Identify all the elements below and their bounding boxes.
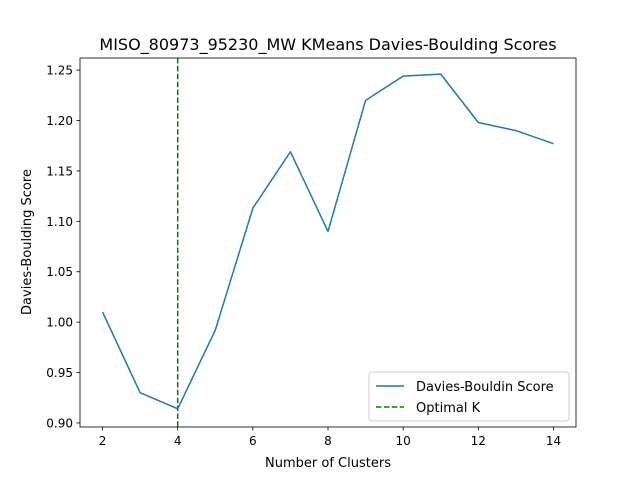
x-tick-label: 14 <box>546 434 561 448</box>
y-tick-label: 0.90 <box>46 416 73 430</box>
x-axis: 2 4 6 8 10 12 14 <box>99 427 561 448</box>
y-tick-label: 1.10 <box>46 215 73 229</box>
x-tick-label: 8 <box>324 434 332 448</box>
series-line-0 <box>101 73 554 410</box>
x-tick-label: 6 <box>249 434 257 448</box>
x-tick-label: 10 <box>396 434 411 448</box>
legend-label: Optimal K <box>416 401 481 416</box>
y-tick-label: 1.15 <box>46 164 73 178</box>
x-axis-label: Number of Clusters <box>265 456 391 471</box>
y-tick-label: 0.95 <box>46 366 73 380</box>
y-axis-label: Davies-Boulding Score <box>20 169 35 315</box>
legend: Davies-Bouldin Score Optimal K <box>368 371 570 422</box>
legend-box <box>368 371 570 422</box>
legend-label: Davies-Bouldin Score <box>416 380 554 395</box>
x-tick-label: 4 <box>174 434 182 448</box>
y-tick-label: 1.00 <box>46 316 73 330</box>
y-axis: 0.90 0.95 1.00 1.05 1.10 1.15 1.20 1.25 <box>46 64 80 430</box>
y-tick-label: 1.25 <box>46 64 73 78</box>
y-tick-label: 1.20 <box>46 114 73 128</box>
x-tick-label: 2 <box>99 434 107 448</box>
x-tick-label: 12 <box>471 434 486 448</box>
chart-title: MISO_80973_95230_MW KMeans Davies-Bouldi… <box>99 35 556 55</box>
y-tick-label: 1.05 <box>46 265 73 279</box>
